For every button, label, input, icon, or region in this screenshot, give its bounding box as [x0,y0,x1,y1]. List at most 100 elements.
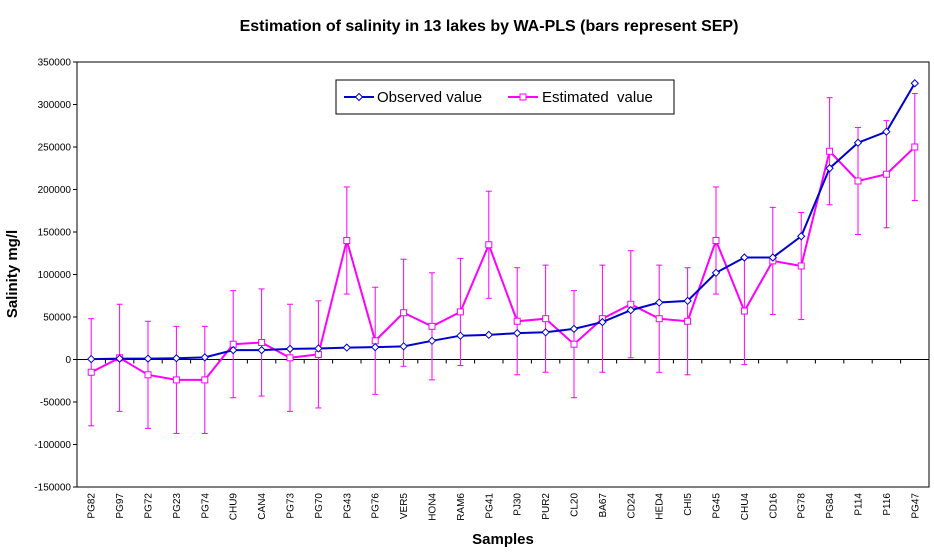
point-observed [115,354,124,363]
point-estimated [144,371,152,379]
point-estimated [286,354,294,362]
x-tick-label: PG97 [115,493,126,519]
x-tick-label: PG82 [87,493,98,519]
point-observed [569,324,579,334]
point-observed [370,342,380,352]
series-line-observed [91,82,916,361]
x-tick-label: PG73 [286,493,297,519]
point-observed [654,298,664,307]
x-tick-label: PG41 [484,493,495,519]
x-tick-label: PJ30 [513,493,524,516]
x-tick-label: HON4 [428,493,439,521]
x-tick-label: PG72 [144,493,155,519]
x-tick-label: PG76 [371,493,382,519]
point-observed [228,345,238,355]
y-tick-label: 0 [65,355,71,366]
x-tick-label: CAN4 [257,493,268,520]
point-observed [484,330,494,340]
x-tick-label: HED4 [655,493,666,520]
point-estimated [485,241,493,249]
point-estimated [882,170,890,178]
point-estimated [343,237,351,244]
legend-estimated-label: Estimated value [542,89,653,106]
error-bars [88,92,918,434]
point-observed [86,354,96,364]
x-tick-label: PG47 [910,493,921,519]
point-estimated [797,262,805,270]
point-estimated [513,317,521,325]
point-estimated [740,307,748,315]
point-observed [853,138,863,147]
point-estimated [826,147,834,155]
x-tick-label: CL20 [570,493,581,517]
point-estimated [570,340,578,348]
x-tick-label: PG45 [712,493,723,519]
point-observed [342,343,352,352]
point-observed [711,268,721,278]
x-tick-label: PG70 [314,493,325,519]
point-estimated [428,322,436,330]
x-tick-label: CHU9 [229,493,240,521]
point-estimated [854,177,862,185]
x-tick-label: PG74 [200,493,211,519]
legend-estimated-marker [519,93,527,101]
point-estimated [258,339,266,346]
point-observed [796,232,806,241]
point-observed [598,317,607,327]
x-tick-label: PG78 [797,493,808,519]
legend-observed-marker [354,92,364,102]
point-estimated [456,308,464,316]
point-estimated [371,337,379,345]
x-tick-label: PG84 [825,493,836,519]
point-estimated [542,315,550,323]
point-observed [143,354,153,363]
chart-title: Estimation of salinity in 13 lakes by WA… [240,18,739,35]
y-tick-label: 300000 [38,100,72,111]
point-observed [172,354,181,363]
y-axis-title: Salinity mg/l [4,230,21,318]
series-layer [86,79,920,384]
point-observed [882,127,891,136]
point-observed [257,345,266,355]
point-observed [683,296,692,306]
x-tick-label: BA67 [598,493,609,518]
series-line-estimated [90,146,916,381]
point-observed [910,79,920,88]
x-tick-label: PUR2 [541,493,552,520]
point-estimated [400,309,408,317]
x-tick-label: P114 [854,493,865,516]
y-tick-label: 100000 [38,270,72,281]
y-tick-label: 350000 [38,58,72,69]
legend: Observed value Estimated value [335,79,675,115]
x-tick-label: VER5 [399,493,410,520]
point-observed [427,336,437,346]
y-tick-label: -150000 [34,483,71,494]
y-tick-label: -50000 [40,398,72,409]
point-observed [825,164,834,173]
point-observed [399,342,408,351]
point-observed [314,344,323,353]
x-tick-label: CHU4 [740,493,751,521]
x-tick-label: CHI5 [683,493,694,516]
point-estimated [911,143,919,151]
point-estimated [655,315,663,323]
y-tick-label: 250000 [38,143,72,154]
x-tick-label: CD24 [626,493,637,519]
x-tick-label: PG23 [172,493,183,519]
y-tick-label: 150000 [38,228,72,239]
point-observed [456,331,465,340]
point-observed [512,328,522,338]
x-tick-label: RAM6 [456,493,467,521]
y-tick-label: 50000 [43,313,71,324]
point-estimated [87,368,95,376]
point-estimated [201,376,209,384]
point-observed [541,328,550,337]
point-estimated [712,237,720,244]
y-tick-label: -100000 [34,440,71,451]
x-axis-title: Samples [472,531,534,548]
y-tick-label: 200000 [38,185,72,196]
point-estimated [172,376,180,384]
point-observed [768,253,778,262]
legend-observed-label: Observed value [377,89,482,106]
